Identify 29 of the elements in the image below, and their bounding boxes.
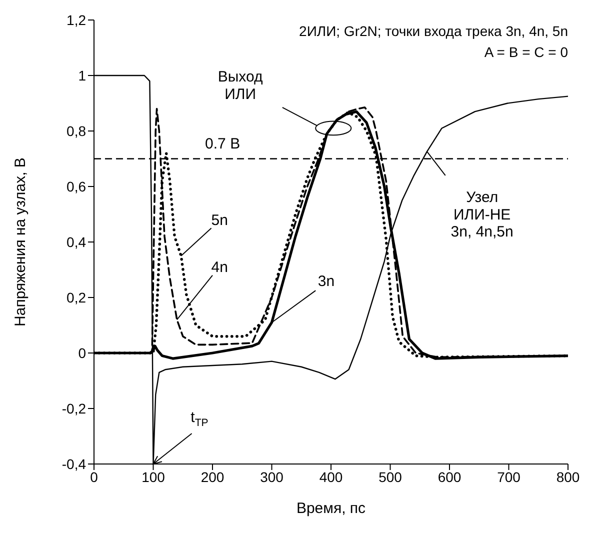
y-tick-label: -0,4 — [62, 456, 86, 472]
x-tick-label: 500 — [378, 468, 402, 485]
y-tick-label: -0,2 — [62, 400, 86, 416]
annotation: t$_{TP}$ — [190, 408, 208, 429]
y-axis-title: Напряжения на узлах, В — [12, 158, 28, 326]
y-tick-label: 0,6 — [66, 178, 86, 194]
y-tick-label: 0,8 — [66, 122, 86, 139]
x-tick-label: 800 — [556, 468, 580, 485]
y-tick-label: 1,2 — [66, 12, 86, 28]
ref-line-label: 0.7 В — [205, 134, 240, 152]
x-tick-label: 200 — [200, 468, 224, 485]
y-tick-label: 0,2 — [66, 289, 86, 306]
x-tick-label: 700 — [497, 468, 521, 485]
y-tick-label: 1 — [78, 67, 86, 84]
x-tick-label: 400 — [319, 468, 343, 485]
x-axis-title: Время, пс — [296, 500, 366, 516]
x-tick-label: 600 — [438, 468, 462, 485]
annotation: 4n — [211, 258, 228, 276]
x-tick-label: 100 — [142, 468, 166, 485]
annotation: 5n — [211, 211, 228, 228]
y-tick-label: 0,4 — [66, 234, 86, 250]
y-tick-label: 0 — [78, 344, 86, 361]
annotation: 2ИЛИ; Gr2N; точки входа трека 3n, 4n, 5n — [299, 23, 568, 40]
x-tick-label: 300 — [260, 468, 284, 485]
annotation: Выход ИЛИ — [218, 68, 264, 102]
annotation: A = B = C = 0 — [484, 44, 568, 60]
x-tick-label: 0 — [90, 468, 98, 485]
annotation: Узел ИЛИ-НЕ 3n, 4n,5n — [450, 188, 514, 240]
annotation: 3n — [318, 272, 335, 290]
